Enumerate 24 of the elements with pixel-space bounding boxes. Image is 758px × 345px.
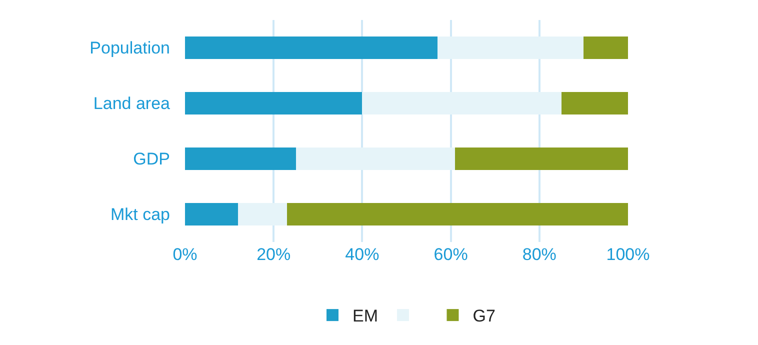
bar <box>185 148 296 170</box>
x-tick-label: 0% <box>172 245 198 264</box>
bar <box>296 148 456 170</box>
bar <box>286 203 628 226</box>
y-tick-label: Land area <box>93 94 171 114</box>
bar <box>584 36 628 59</box>
bar <box>562 92 628 114</box>
bar <box>238 203 287 226</box>
bar <box>185 36 438 59</box>
legend-label: G7 <box>472 306 496 326</box>
x-tick-label: 100% <box>606 245 650 264</box>
x-tick-label: 40% <box>345 245 380 264</box>
y-tick-label: Mkt cap <box>110 205 170 224</box>
y-tick-label: GDP <box>133 150 170 169</box>
bar <box>185 92 362 114</box>
y-tick-label: Population <box>90 38 170 58</box>
x-tick-label: 20% <box>256 245 291 264</box>
bar <box>438 36 584 59</box>
legend-label: EM <box>352 306 378 326</box>
x-tick-label: 60% <box>434 245 468 264</box>
bar <box>455 148 628 170</box>
bar <box>185 203 238 226</box>
x-tick-label: 80% <box>522 245 556 264</box>
bar <box>362 92 562 114</box>
